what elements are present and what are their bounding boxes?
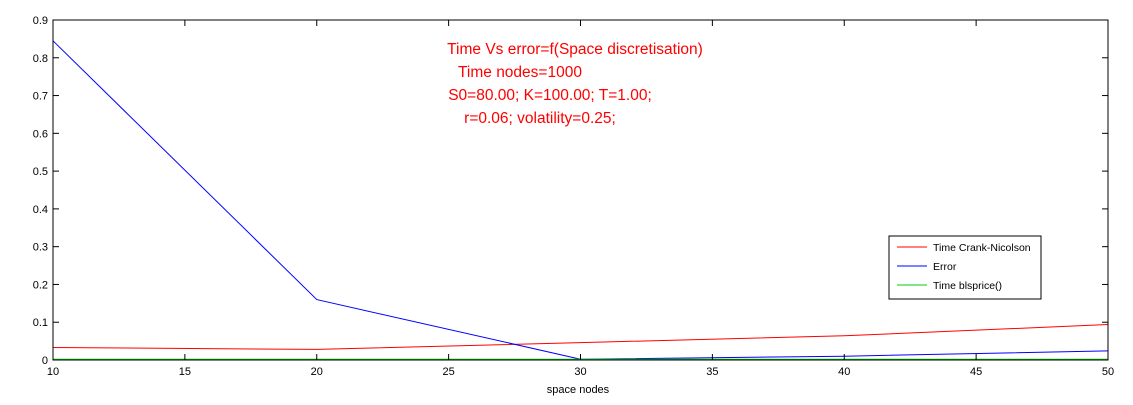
y-tick-label-1: 0.1: [33, 317, 48, 329]
y-tick-label-2: 0.2: [33, 279, 48, 291]
x-tick-label-5: 35: [706, 366, 718, 378]
y-tick-label-7: 0.7: [33, 91, 48, 103]
legend-label-2: Time blsprice(): [933, 280, 1002, 292]
x-tick-label-6: 40: [838, 366, 850, 378]
chart-title-line-4: r=0.06; volatility=0.25;: [464, 110, 616, 127]
legend-label-1: Error: [933, 261, 957, 273]
y-tick-label-6: 0.6: [33, 128, 48, 140]
x-tick-label-0: 10: [47, 366, 59, 378]
y-tick-label-3: 0.3: [33, 242, 48, 254]
y-tick-label-8: 0.8: [33, 53, 48, 65]
chart-title: Time Vs error=f(Space discretisation) Ti…: [447, 41, 703, 127]
chart-title-line-1: Time Vs error=f(Space discretisation): [447, 41, 703, 58]
chart-title-line-2: Time nodes=1000: [458, 64, 582, 81]
chart-title-line-3: S0=80.00; K=100.00; T=1.00;: [448, 87, 652, 104]
x-axis-label: space nodes: [547, 384, 610, 396]
x-tick-label-1: 15: [179, 366, 191, 378]
y-tick-label-4: 0.4: [33, 204, 48, 216]
legend: Time Crank-Nicolson Error Time blsprice(): [888, 235, 1042, 300]
x-tick-label-3: 25: [443, 366, 455, 378]
x-tick-label-8: 50: [1102, 366, 1114, 378]
x-tick-label-4: 30: [574, 366, 586, 378]
x-tick-label-7: 45: [970, 366, 982, 378]
legend-label-0: Time Crank-Nicolson: [933, 242, 1031, 254]
series-line-0: [52, 324, 1109, 350]
y-tick-label-5: 0.5: [33, 166, 48, 178]
x-tick-label-2: 20: [311, 366, 323, 378]
y-tick-label-9: 0.9: [33, 15, 48, 27]
axes: 10 15 20 25 30 35 40 45 50 0 0.1 0.2 0.3 0.4 0.5 0.6 0.7…: [33, 15, 1114, 378]
y-tick-label-0: 0: [42, 355, 48, 367]
